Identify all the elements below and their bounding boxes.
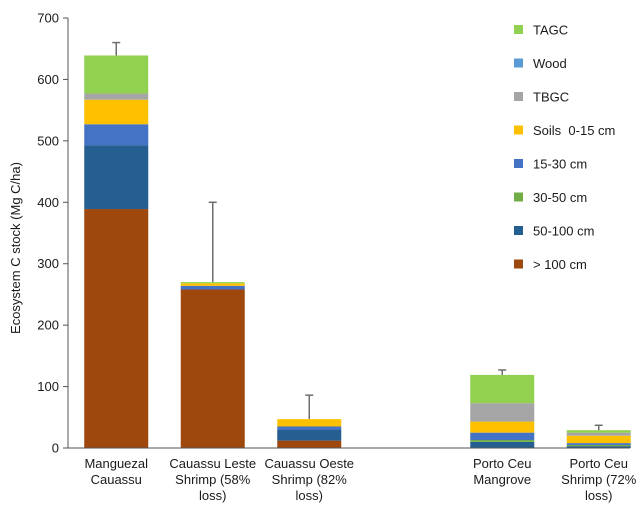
bar-segment — [84, 145, 149, 210]
legend-label: Wood — [533, 56, 567, 71]
bar-segment — [180, 289, 245, 448]
x-category-label: Cauassu Oeste Shrimp (82% loss) — [264, 456, 354, 503]
bar-segment — [180, 282, 245, 284]
legend-item: 50-100 cm — [514, 224, 594, 239]
bar-segment — [277, 429, 342, 441]
legend-swatch — [514, 192, 523, 202]
legend-label: 30-50 cm — [533, 190, 587, 205]
bar-segment — [180, 283, 245, 286]
error-bars — [112, 41, 603, 431]
legend-item: 30-50 cm — [514, 190, 587, 205]
y-axis-ticks: 0 100 200 300 400 500 600 700 — [37, 11, 68, 456]
bar-segment — [84, 55, 149, 94]
bar-segment — [470, 440, 535, 442]
bar-segment — [566, 446, 631, 448]
y-tick-label: 600 — [37, 72, 59, 87]
x-category-label: Cauassu Leste Shrimp (58% loss) — [169, 456, 256, 503]
legend-item: 15-30 cm — [514, 157, 587, 172]
bar-segment — [470, 421, 535, 433]
bar-segment — [566, 430, 631, 433]
bar-stacks — [84, 55, 631, 448]
bar-segment — [566, 432, 631, 436]
legend-label: TAGC — [533, 23, 568, 38]
legend-swatch — [514, 92, 523, 101]
legend: TAGC Wood TBGC Soils 0-15 cm 15-30 cm 30-50 c… — [514, 23, 615, 272]
bar-segment — [470, 403, 535, 422]
bar-segment — [84, 93, 149, 100]
bar-segment — [277, 426, 342, 430]
y-tick-label: 700 — [37, 11, 59, 26]
x-category-label: Manguezal Cauassu — [84, 456, 148, 487]
legend-label: TBGC — [533, 90, 569, 105]
bar-segment — [277, 440, 342, 448]
legend-item: > 100 cm — [514, 257, 587, 272]
y-tick-label: 300 — [37, 256, 59, 271]
legend-swatch — [514, 159, 523, 168]
legend-label: Soils 0-15 cm — [533, 123, 615, 138]
legend-label: 15-30 cm — [533, 157, 587, 172]
legend-label: 50-100 cm — [533, 224, 594, 239]
legend-item: TAGC — [514, 23, 568, 38]
bar-segment — [180, 285, 245, 290]
bar-segment — [84, 99, 149, 125]
x-axis-category-labels: Manguezal Cauassu Cauassu Leste Shrimp (58%… — [84, 456, 636, 503]
bar-segment — [566, 435, 631, 444]
legend-item: TBGC — [514, 90, 569, 105]
y-tick-label: 100 — [37, 379, 59, 394]
legend-swatch — [514, 25, 523, 34]
bar-segment — [470, 441, 535, 448]
bar-segment — [84, 209, 149, 448]
bar-segment — [277, 419, 342, 427]
legend-label: > 100 cm — [533, 257, 587, 272]
bar-segment — [566, 444, 631, 447]
legend-swatch — [514, 58, 523, 68]
legend-item: Soils 0-15 cm — [514, 123, 615, 138]
bar-segment — [84, 124, 149, 146]
legend-swatch — [514, 259, 523, 269]
x-category-label: Porto Ceu Shrimp (72% loss) — [561, 456, 637, 503]
x-category-label: Porto Ceu Mangrove — [473, 456, 532, 487]
bar-segment — [470, 374, 535, 404]
bar-segment — [566, 443, 631, 445]
y-tick-label: 400 — [37, 195, 59, 210]
bar-segment — [470, 432, 535, 441]
y-tick-label: 200 — [37, 318, 59, 333]
y-tick-label: 500 — [37, 133, 59, 148]
legend-swatch — [514, 125, 523, 135]
legend-item: Wood — [514, 56, 567, 71]
legend-swatch — [514, 226, 523, 235]
y-tick-label: 0 — [52, 441, 59, 456]
y-axis-title: Ecosystem C stock (Mg C/ha) — [8, 162, 23, 334]
